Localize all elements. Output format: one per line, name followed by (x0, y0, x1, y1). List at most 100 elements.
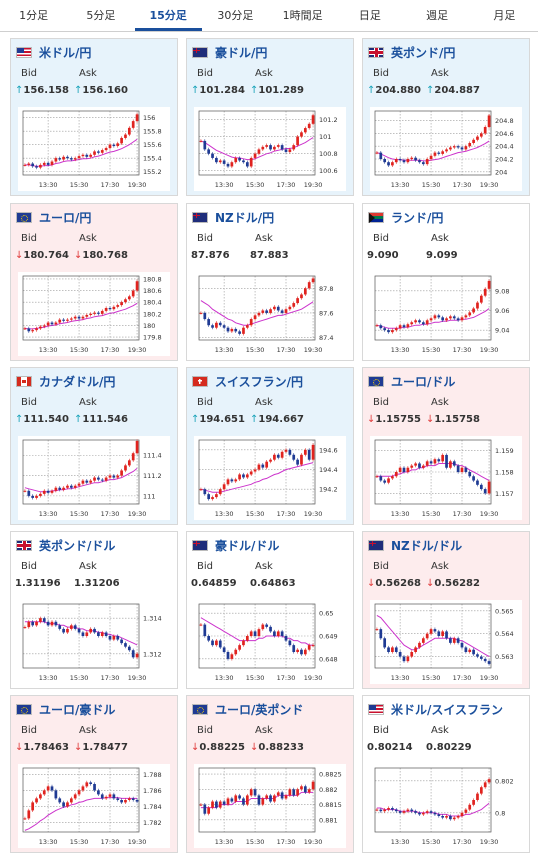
y-tick-label: 0.8815 (319, 801, 342, 809)
x-tick-label: 13:30 (215, 181, 234, 189)
candle-body (112, 794, 116, 799)
candle-body (131, 290, 135, 297)
candle-body (483, 127, 487, 134)
candle-body (42, 790, 46, 795)
ask-label: Ask (79, 68, 97, 79)
tab-1min[interactable]: 1分足 (19, 9, 49, 22)
price-chart[interactable]: 156 155.8 155.6 155.4 155.2 13:30 15:30 17:30 19… (18, 107, 170, 191)
price-chart[interactable]: 101.2 101 100.8 100.6 13:30 15:30 17:30 19:30 (194, 107, 346, 191)
ask-price: 1.15758 (434, 414, 480, 425)
candle-body (54, 487, 58, 491)
pair-link[interactable]: 英ポンド/円 (368, 44, 455, 60)
candle-body (234, 479, 238, 482)
price-chart[interactable]: 9.08 9.06 9.04 13:30 15:30 17:30 19:30 (370, 272, 522, 356)
candle-body (383, 159, 387, 163)
tab-daily[interactable]: 日足 (358, 9, 381, 22)
bid-value: 87.876 (191, 250, 230, 261)
pair-link[interactable]: 豪ドル/ドル (192, 537, 279, 553)
candle-body (280, 310, 284, 313)
y-tick-label: 111 (143, 492, 155, 500)
pair-link[interactable]: ユーロ/英ポンド (192, 701, 303, 717)
candle-body (85, 480, 89, 483)
ask-price: 101.289 (258, 85, 304, 96)
candle-body (276, 454, 280, 458)
x-tick-label: 13:30 (391, 181, 410, 189)
x-tick-label: 17:30 (453, 346, 472, 354)
price-chart[interactable]: 87.8 87.6 87.4 13:30 15:30 17:30 19:30 (194, 272, 346, 356)
tab-30min[interactable]: 30分足 (217, 9, 254, 22)
tab-15min[interactable]: 15分足 (134, 0, 202, 31)
candle-body (391, 330, 394, 333)
pair-link[interactable]: スイスフラン/円 (192, 373, 303, 389)
y-tick-label: 204.4 (495, 143, 514, 151)
tab-monthly[interactable]: 月足 (493, 9, 516, 22)
candle-body (449, 638, 452, 643)
price-chart[interactable]: 1.788 1.786 1.784 1.782 13:30 15:30 17:30 19:30 (18, 764, 170, 848)
x-tick-label: 15:30 (246, 510, 265, 518)
pair-link[interactable]: 豪ドル/円 (192, 44, 267, 60)
price-chart[interactable]: 194.6 194.4 194.2 13:30 15:30 17:30 19:30 (194, 436, 346, 520)
y-tick-label: 1.159 (495, 447, 514, 455)
x-tick-label: 13:30 (215, 838, 234, 846)
candle-body (35, 798, 38, 803)
candle-body (425, 633, 429, 639)
pair-link[interactable]: ユーロ/円 (16, 209, 91, 225)
tab-5min[interactable]: 5分足 (86, 9, 116, 22)
candle-body (62, 487, 65, 490)
candle-body (245, 162, 249, 167)
pair-link[interactable]: カナダドル/円 (16, 373, 115, 389)
y-tick-label: 0.8825 (319, 771, 342, 779)
ask-price: 0.56282 (434, 578, 480, 589)
candle-body (452, 817, 456, 820)
currency-card: 英ポンド/円 Bid Ask ↑204.880 ↑204.887 204.8 204.6 20… (362, 38, 530, 196)
price-chart[interactable]: 0.802 0.8 13:30 15:30 17:30 19:30 (370, 764, 522, 848)
pair-link[interactable]: NZドル/円 (192, 209, 274, 225)
price-chart[interactable]: 0.8825 0.882 0.8815 0.881 13:30 15:30 17:30 19:… (194, 764, 346, 848)
candle-body (464, 315, 468, 318)
candle-body (479, 295, 483, 303)
plot-border (22, 275, 140, 341)
candle-body (245, 795, 249, 805)
bid-label: Bid (21, 561, 37, 572)
pair-link[interactable]: 米ドル/円 (16, 44, 91, 60)
candle-body (31, 330, 35, 332)
candle-body (300, 294, 303, 299)
pair-link[interactable]: ユーロ/豪ドル (16, 701, 115, 717)
candle-body (66, 628, 69, 633)
pair-link[interactable]: ランド/円 (368, 209, 443, 225)
pair-link[interactable]: NZドル/ドル (368, 537, 462, 553)
pair-link[interactable]: ユーロ/ドル (368, 373, 455, 389)
price-chart[interactable]: 1.314 1.312 13:30 15:30 17:30 19:30 (18, 600, 170, 684)
price-chart[interactable]: 0.65 0.649 0.648 13:30 15:30 17:30 19:30 (194, 600, 346, 684)
plot-border (198, 110, 316, 176)
candle-body (234, 649, 238, 655)
price-chart[interactable]: 1.159 1.158 1.157 13:30 15:30 17:30 19:30 (370, 436, 522, 520)
tab-weekly[interactable]: 週足 (426, 9, 449, 22)
pair-link[interactable]: 英ポンド/ドル (16, 537, 115, 553)
price-chart[interactable]: 180.8 180.6 180.4 180.2 180 179.8 13:30 15:30 17… (18, 272, 170, 356)
candle-body (273, 454, 276, 460)
currency-card: ランド/円 Bid Ask 9.090 9.099 9.08 9.06 9.04 13:30 15… (362, 203, 530, 361)
candle-body (81, 632, 85, 636)
pair-link[interactable]: 米ドル/スイスフラン (368, 701, 503, 717)
candle-body (39, 794, 42, 799)
candle-body (238, 795, 241, 799)
price-chart[interactable]: 111.4 111.2 111 13:30 15:30 17:30 19:30 (18, 436, 170, 520)
moving-average-line (376, 802, 490, 817)
price-chart[interactable]: 0.565 0.564 0.563 13:30 15:30 17:30 19:30 (370, 600, 522, 684)
candle-body (394, 809, 398, 812)
candle-body (303, 786, 307, 793)
price-chart[interactable]: 204.8 204.6 204.4 204.2 204 13:30 15:30 17:30 19… (370, 107, 522, 191)
candle-body (445, 631, 448, 639)
candle-body (441, 317, 445, 321)
pair-name: 豪ドル/円 (215, 45, 268, 60)
candle-body (418, 812, 421, 815)
y-tick-label: 194.6 (319, 446, 338, 454)
tab-1hour[interactable]: 1時間足 (282, 9, 323, 22)
x-tick-label: 13:30 (39, 838, 58, 846)
ask-label: Ask (431, 233, 449, 244)
plot-border (22, 110, 140, 176)
candle-body (391, 808, 394, 810)
candle-body (311, 444, 315, 460)
candle-body (379, 629, 383, 639)
